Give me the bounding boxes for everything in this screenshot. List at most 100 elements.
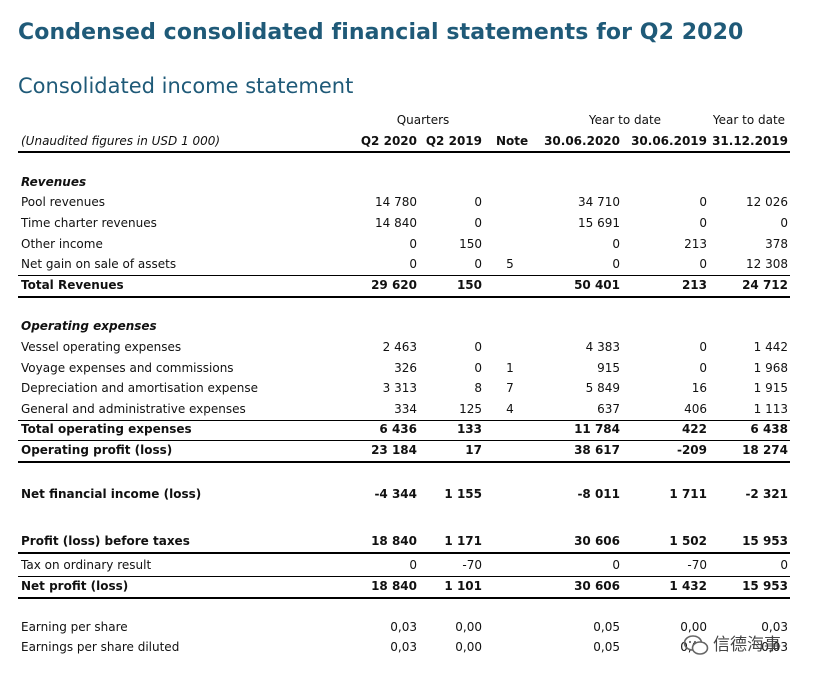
cell-ytd-2020: 915 — [597, 361, 620, 375]
cell-year-2019: 1 968 — [753, 361, 788, 375]
cell-q2-2019: 0 — [474, 216, 482, 230]
row-label: Voyage expenses and commissions — [21, 361, 234, 375]
row-label: Tax on ordinary result — [21, 558, 152, 572]
row-label: Net gain on sale of assets — [21, 257, 177, 271]
cell-ytd-2019: 1 711 — [669, 487, 707, 501]
cell-year-2019: 378 — [765, 237, 788, 251]
col-header-ytd-2019: 30.06.2019 — [631, 134, 707, 148]
cell-q2-2019: 0 — [474, 361, 482, 375]
row-label: Total Revenues — [21, 278, 124, 292]
cell-year-2019: 0,03 — [761, 640, 788, 654]
cell-year-2019: 12 308 — [746, 257, 788, 271]
row-label: Total operating expenses — [21, 422, 192, 436]
cell-q2-2020: 18 840 — [371, 534, 417, 548]
row-label: Earning per share — [21, 620, 128, 634]
row-label: Operating expenses — [21, 319, 157, 333]
cell-ytd-2019: 0 — [699, 195, 707, 209]
cell-ytd-2020: 38 617 — [574, 443, 620, 457]
cell-year-2019: 0 — [780, 558, 788, 572]
cell-ytd-2020: 5 849 — [585, 381, 620, 395]
cell-ytd-2019: -209 — [676, 443, 707, 457]
cell-q2-2020: 326 — [394, 361, 417, 375]
watermark: 信德海事 — [683, 630, 781, 656]
cell-q2-2019: 0 — [474, 195, 482, 209]
header-rule — [18, 151, 790, 153]
cell-ytd-2020: 30 606 — [574, 579, 620, 593]
cell-year-2019: 15 953 — [742, 579, 788, 593]
cell-ytd-2019: 213 — [684, 237, 707, 251]
unit-note: (Unaudited figures in USD 1 000) — [21, 134, 221, 148]
rule-bottom-net-profit — [18, 597, 790, 599]
cell-q2-2020: 0 — [409, 237, 417, 251]
watermark-text: 信德海事 — [713, 635, 781, 655]
cell-note: 4 — [506, 402, 514, 416]
cell-q2-2020: 6 436 — [379, 422, 417, 436]
cell-year-2019: 1 442 — [753, 340, 788, 354]
row-label: Depreciation and amortisation expense — [21, 381, 259, 395]
cell-q2-2019: 8 — [474, 381, 482, 395]
header-group-ytd: Year to date — [588, 113, 662, 127]
cell-q2-2020: 23 184 — [371, 443, 417, 457]
cell-year-2019: 18 274 — [742, 443, 788, 457]
cell-ytd-2019: 406 — [684, 402, 707, 416]
cell-year-2019: 1 113 — [753, 402, 788, 416]
cell-ytd-2020: 4 383 — [585, 340, 620, 354]
cell-q2-2020: 29 620 — [371, 278, 417, 292]
cell-q2-2019: 17 — [465, 443, 482, 457]
chat-bubble-icon — [683, 635, 709, 655]
col-header-ytd-2020: 30.06.2020 — [544, 134, 620, 148]
header-group-year: Year to date — [712, 113, 786, 127]
cell-ytd-2019: 213 — [681, 278, 707, 292]
cell-q2-2019: 1 171 — [444, 534, 482, 548]
cell-q2-2020: 0,03 — [390, 640, 417, 654]
rule-top-total-opex — [18, 420, 790, 421]
cell-ytd-2020: 50 401 — [574, 278, 620, 292]
cell-year-2019: 24 712 — [742, 278, 788, 292]
row-label: Time charter revenues — [21, 216, 157, 230]
rule-top-of-total-revenues — [18, 275, 790, 276]
cell-year-2019: 0,03 — [761, 620, 788, 634]
cell-q2-2019: 133 — [456, 422, 482, 436]
rule-top-net-profit — [18, 576, 790, 577]
cell-ytd-2020: 637 — [597, 402, 620, 416]
cell-year-2019: 15 953 — [742, 534, 788, 548]
row-label: Vessel operating expenses — [21, 340, 182, 354]
cell-year-2019: 6 438 — [750, 422, 788, 436]
cell-note: 7 — [506, 381, 514, 395]
cell-ytd-2020: 0 — [612, 237, 620, 251]
cell-ytd-2020: 15 691 — [578, 216, 620, 230]
cell-ytd-2019: -70 — [687, 558, 707, 572]
rule-bottom-operating-profit — [18, 461, 790, 463]
row-label: Profit (loss) before taxes — [21, 534, 190, 548]
rule-bottom-profit-before-tax — [18, 552, 790, 554]
row-label: Revenues — [21, 175, 87, 189]
row-label: Net profit (loss) — [21, 579, 129, 593]
cell-ytd-2019: 16 — [691, 381, 707, 395]
cell-q2-2019: -70 — [462, 558, 482, 572]
cell-q2-2019: 0 — [474, 257, 482, 271]
col-header-note: Note — [496, 134, 529, 148]
row-label: Pool revenues — [21, 195, 106, 209]
row-label: Net financial income (loss) — [21, 487, 202, 501]
cell-q2-2020: 18 840 — [371, 579, 417, 593]
cell-q2-2020: 3 313 — [382, 381, 417, 395]
col-header-q2-2020: Q2 2020 — [360, 134, 417, 148]
cell-q2-2019: 0 — [474, 340, 482, 354]
col-header-year-2019: 31.12.2019 — [712, 134, 788, 148]
cell-q2-2019: 1 155 — [444, 487, 482, 501]
cell-q2-2019: 0,00 — [455, 640, 482, 654]
cell-q2-2019: 150 — [456, 278, 482, 292]
statement-title: Consolidated income statement — [18, 74, 354, 98]
cell-ytd-2020: 0,05 — [593, 620, 620, 634]
row-label: General and administrative expenses — [21, 402, 246, 416]
cell-q2-2020: -4 344 — [374, 487, 417, 501]
page-title: Condensed consolidated financial stateme… — [18, 20, 744, 45]
cell-note: 5 — [506, 257, 514, 271]
header-group-quarters: Quarters — [396, 113, 450, 127]
cell-ytd-2020: -8 011 — [577, 487, 620, 501]
cell-ytd-2020: 0 — [612, 257, 620, 271]
cell-year-2019: 12 026 — [746, 195, 788, 209]
cell-ytd-2020: 0,05 — [593, 640, 620, 654]
cell-ytd-2020: 34 710 — [578, 195, 620, 209]
cell-ytd-2019: 422 — [681, 422, 707, 436]
